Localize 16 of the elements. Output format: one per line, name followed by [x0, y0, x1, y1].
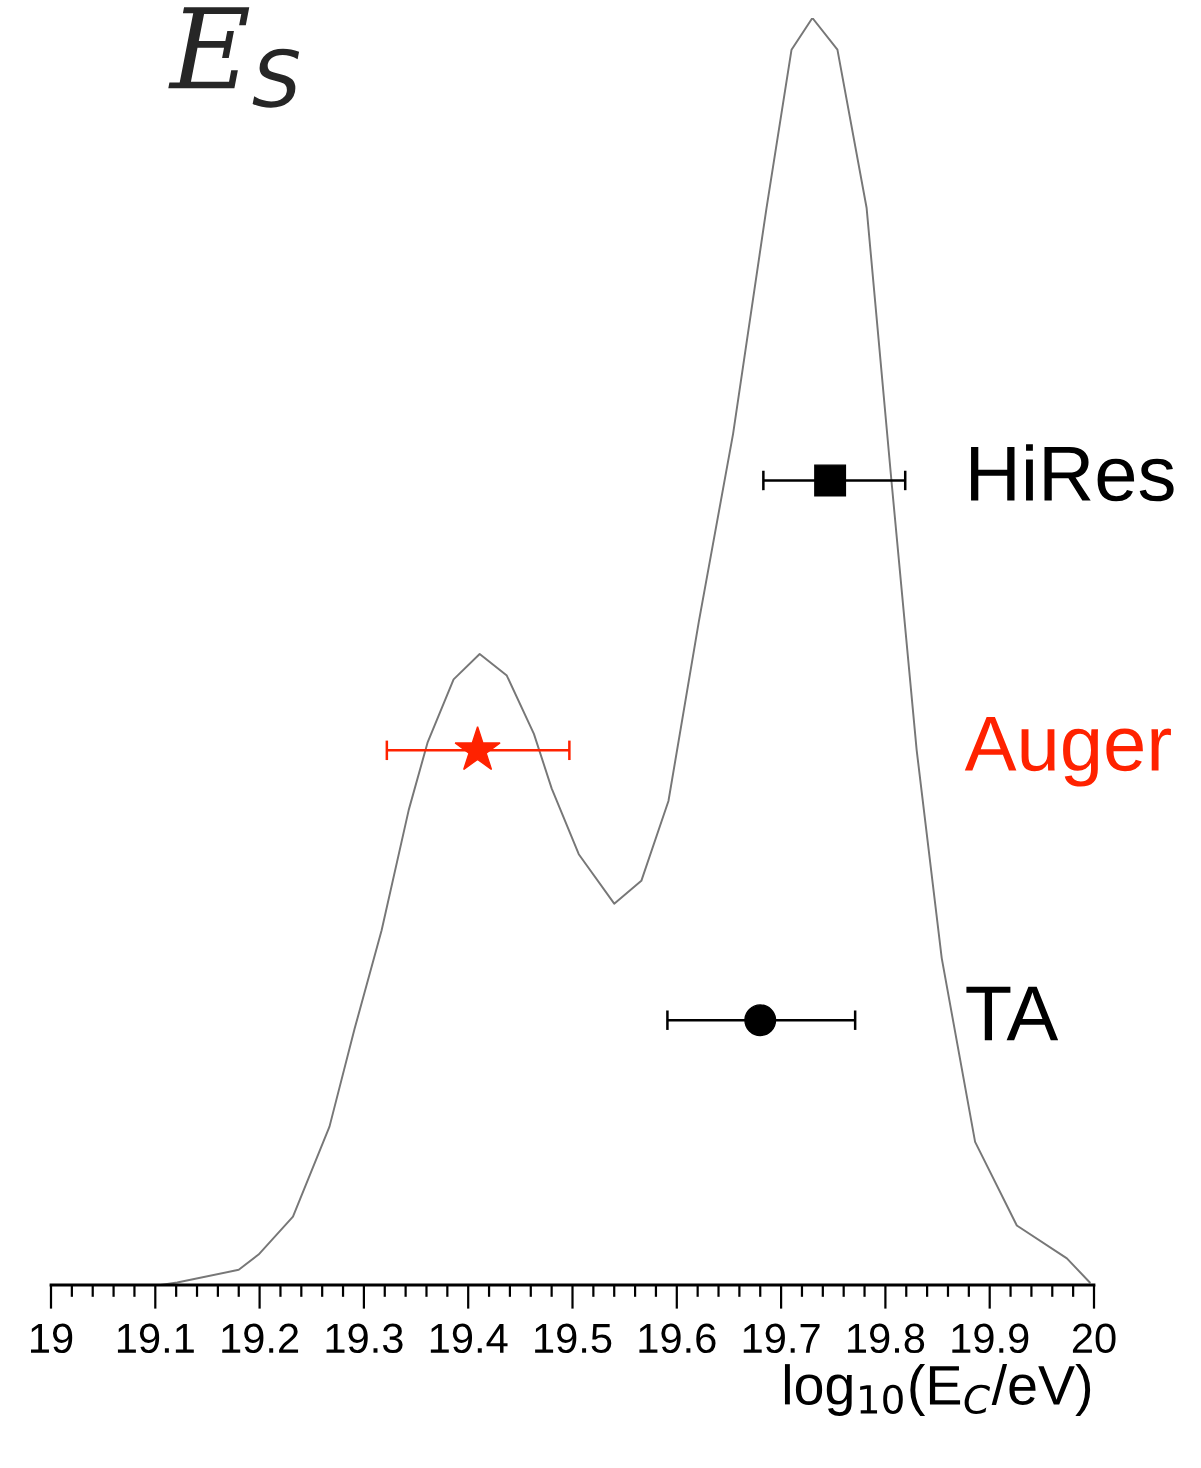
text: Auger [964, 716, 1171, 787]
x-axis-title: log$_{10}$(E$_{C}$/eV) [784, 1364, 1091, 1416]
series-label: HiRes [971, 444, 1174, 502]
x-tick-label: 19.7 [743, 1323, 820, 1354]
x-tick-label: 19.1 [117, 1323, 194, 1354]
text: TA [966, 986, 1059, 1041]
x-tick-label: 19.6 [639, 1323, 716, 1354]
x-tick-label: 19.3 [326, 1323, 403, 1354]
chart-title: E$_{S}$ [168, 7, 300, 108]
x-tick-label: 20 [1072, 1323, 1116, 1354]
x-tick-label: 19.5 [535, 1323, 612, 1354]
x-tick-label: 19.9 [952, 1323, 1029, 1354]
x-tick-label: 19.4 [430, 1323, 508, 1354]
x-tick-label: 19.8 [848, 1323, 925, 1354]
x-tick-label: 19.2 [222, 1323, 299, 1354]
x-tick-label: 19 [31, 1323, 73, 1354]
